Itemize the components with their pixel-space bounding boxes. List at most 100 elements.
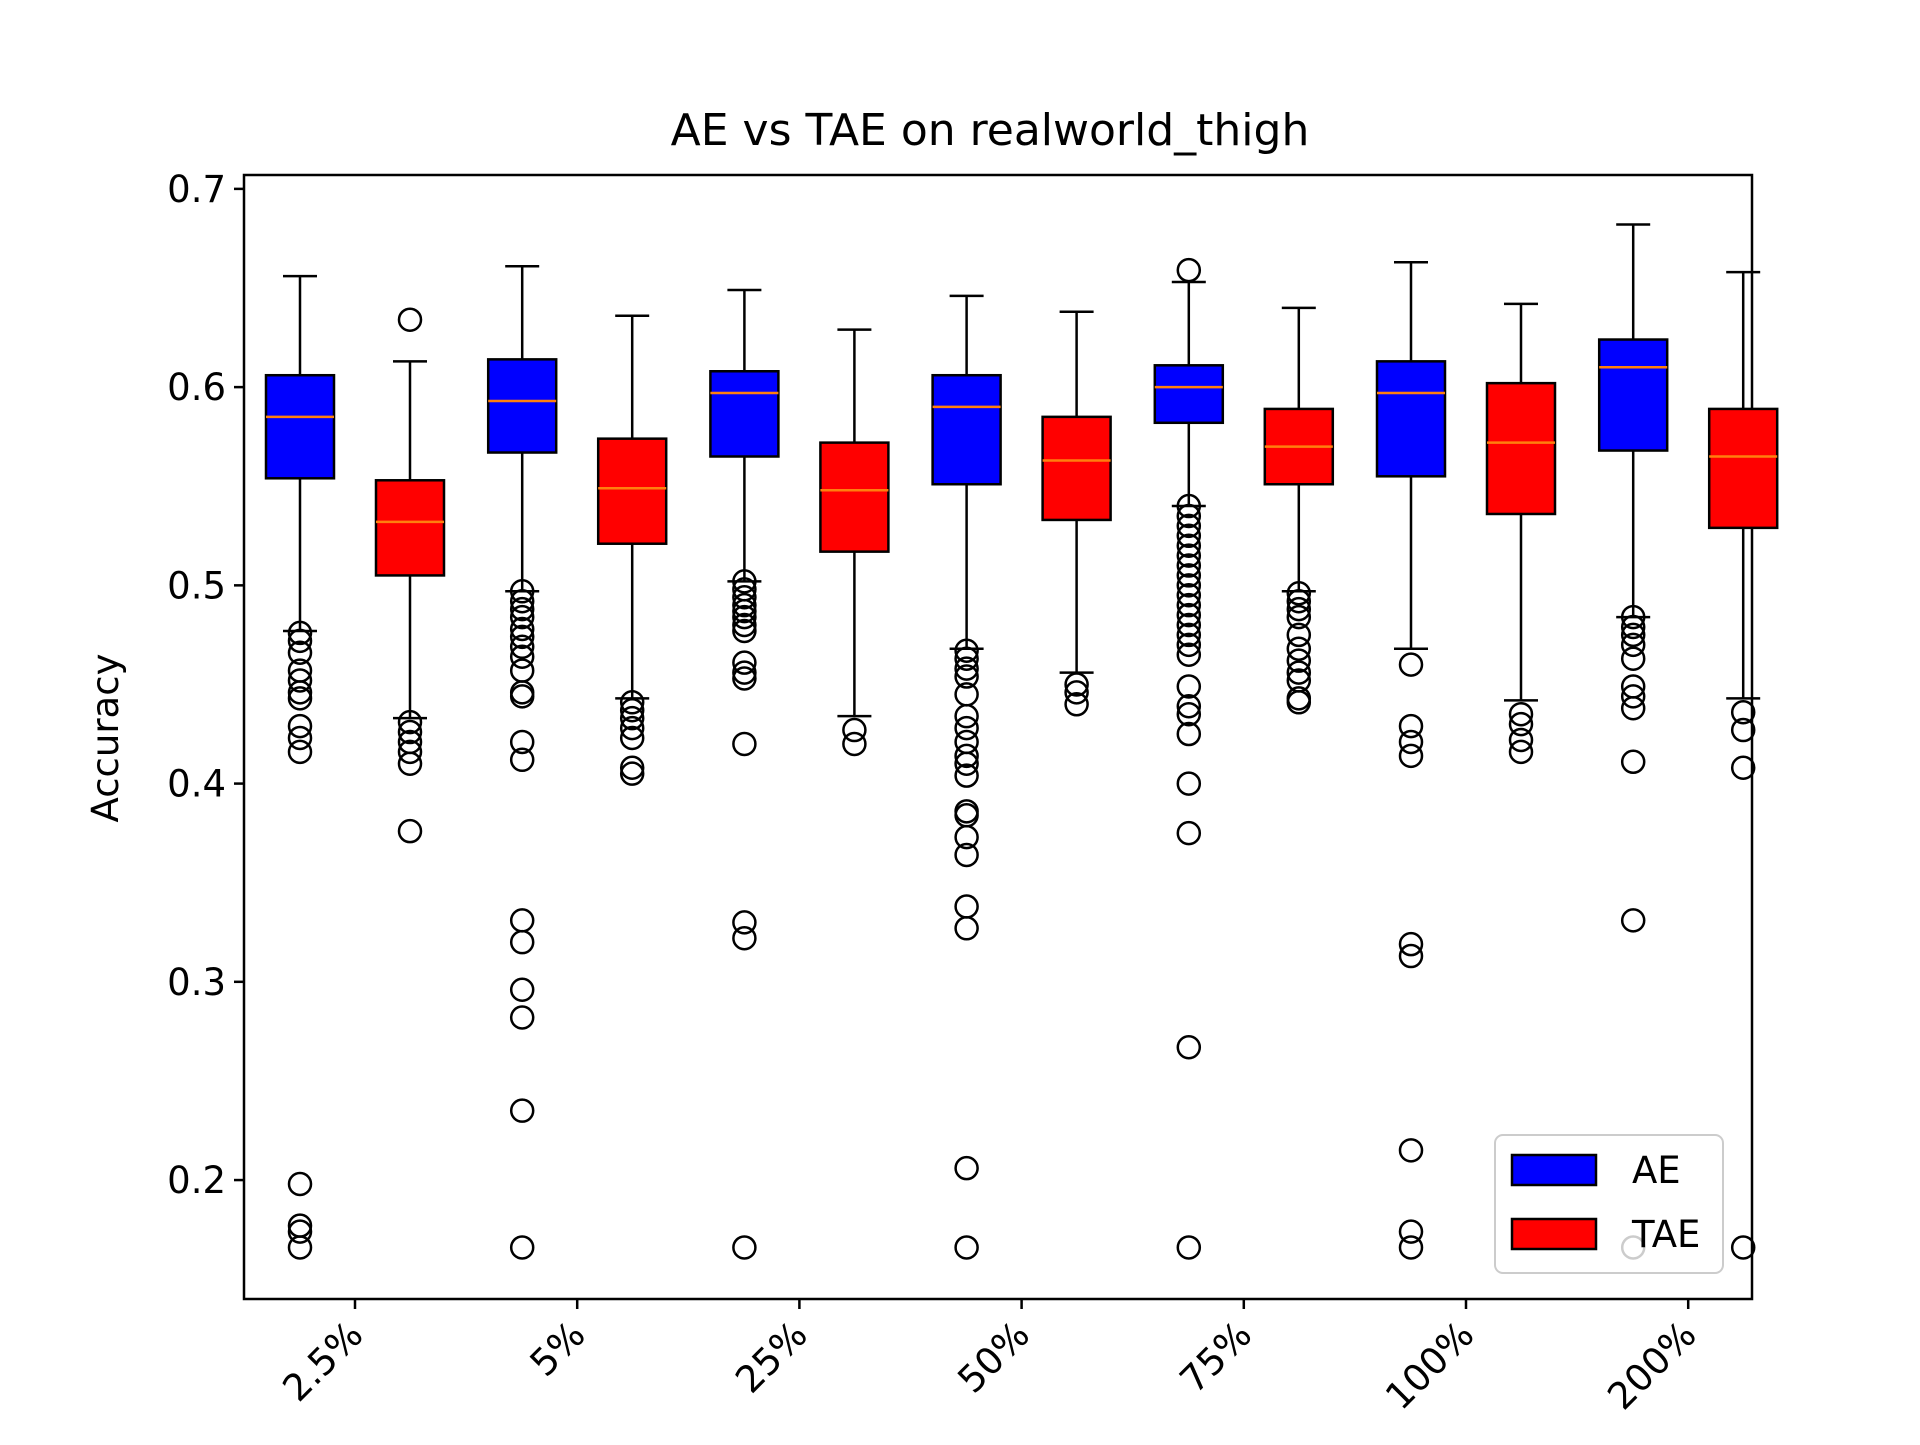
outlier-point [287, 640, 313, 665]
outlier-point [1286, 581, 1312, 606]
outlier-point [1176, 513, 1202, 539]
outlier-point [1064, 692, 1089, 717]
outlier-point [1064, 672, 1089, 697]
outlier-point [1730, 755, 1756, 780]
outlier-point [509, 579, 535, 604]
outlier-point [1398, 729, 1424, 755]
outlier-point [619, 715, 645, 741]
outlier-point [1176, 674, 1202, 699]
outlier-point [954, 703, 979, 729]
x-tick-label: 200% [1599, 1313, 1704, 1418]
outlier-point [1176, 1235, 1202, 1260]
outlier-point [732, 731, 757, 757]
outlier-point [509, 729, 535, 755]
outlier-point [1286, 648, 1312, 673]
outlier-point [732, 650, 757, 675]
outlier-point [1176, 257, 1202, 283]
chart-title: AE vs TAE on realworld_thigh [671, 105, 1310, 156]
outlier-point [1730, 699, 1756, 725]
outlier-point [509, 604, 535, 630]
outlier-point [1286, 596, 1312, 622]
outlier-point [1176, 493, 1202, 519]
outlier-point [732, 569, 757, 594]
x-tick-label: 5% [522, 1313, 594, 1385]
outlier-point [732, 618, 757, 644]
outlier-point [1398, 743, 1424, 769]
outlier-point [954, 656, 979, 681]
outlier-point [1064, 680, 1089, 705]
outlier-point [954, 743, 979, 769]
box-tae [819, 441, 890, 553]
axes-frame [242, 173, 1754, 1301]
outlier-point [1176, 694, 1202, 719]
outlier-point [619, 705, 645, 731]
outlier-point [732, 612, 757, 638]
box-ae [264, 373, 336, 480]
outlier-point [1620, 632, 1646, 658]
outlier-point [509, 644, 535, 669]
box-ae [1597, 338, 1669, 452]
outlier-point [732, 660, 757, 685]
outlier-point [732, 604, 757, 630]
outlier-point [842, 717, 867, 743]
box-tae [374, 479, 446, 577]
y-tick-label: 0.3 [167, 961, 226, 1004]
box-ae [1153, 364, 1225, 425]
x-tick-label: 2.5% [274, 1313, 371, 1410]
outlier-point [1176, 523, 1202, 549]
outlier-point [1176, 583, 1202, 608]
box-tae [596, 437, 668, 545]
box-tae [1041, 415, 1112, 522]
y-tick-label: 0.7 [167, 168, 226, 211]
outlier-point [619, 725, 645, 751]
outlier-point [732, 592, 757, 618]
outlier-point [287, 1219, 313, 1244]
outlier-point [287, 1171, 313, 1197]
outlier-point [954, 916, 979, 941]
outlier-point [509, 684, 535, 709]
outlier-point [1286, 604, 1312, 630]
legend-label-ae: AE [1632, 1149, 1681, 1192]
box-ae [931, 373, 1002, 486]
outlier-point [287, 628, 313, 654]
outlier-point [1508, 727, 1534, 753]
outlier-point [1176, 721, 1202, 747]
outlier-point [619, 761, 645, 786]
outlier-point [619, 690, 645, 715]
outlier-point [287, 739, 313, 765]
outlier-point [1620, 696, 1646, 721]
outlier-point [509, 747, 535, 773]
x-tick-label: 100% [1377, 1313, 1482, 1418]
outlier-point [1286, 636, 1312, 662]
outlier-point [287, 680, 313, 705]
outlier-point [1176, 543, 1202, 568]
outlier-point [287, 668, 313, 693]
outlier-point [954, 664, 979, 689]
outlier-point [954, 894, 979, 919]
box-ae [709, 370, 780, 458]
outlier-point [1286, 588, 1312, 614]
outlier-point [842, 731, 867, 757]
outlier-point [509, 634, 535, 660]
outlier-point [1176, 553, 1202, 578]
outlier-point [509, 977, 535, 1003]
outlier-point [954, 763, 979, 788]
outlier-point [397, 709, 423, 735]
outlier-point [397, 751, 423, 777]
outlier-point [1286, 622, 1312, 648]
x-tick-label: 75% [1172, 1313, 1261, 1402]
outlier-point [732, 584, 757, 610]
box-tae [1707, 407, 1779, 530]
outlier-point [287, 686, 313, 711]
outlier-point [509, 588, 535, 614]
outlier-point [732, 910, 757, 935]
outlier-point [619, 697, 645, 723]
outlier-point [287, 1235, 313, 1260]
outlier-point [732, 1235, 757, 1260]
outlier-point [1286, 660, 1312, 685]
outlier-point [397, 818, 423, 844]
outlier-point [954, 1235, 979, 1260]
y-axis-label: Accuracy [84, 654, 127, 823]
